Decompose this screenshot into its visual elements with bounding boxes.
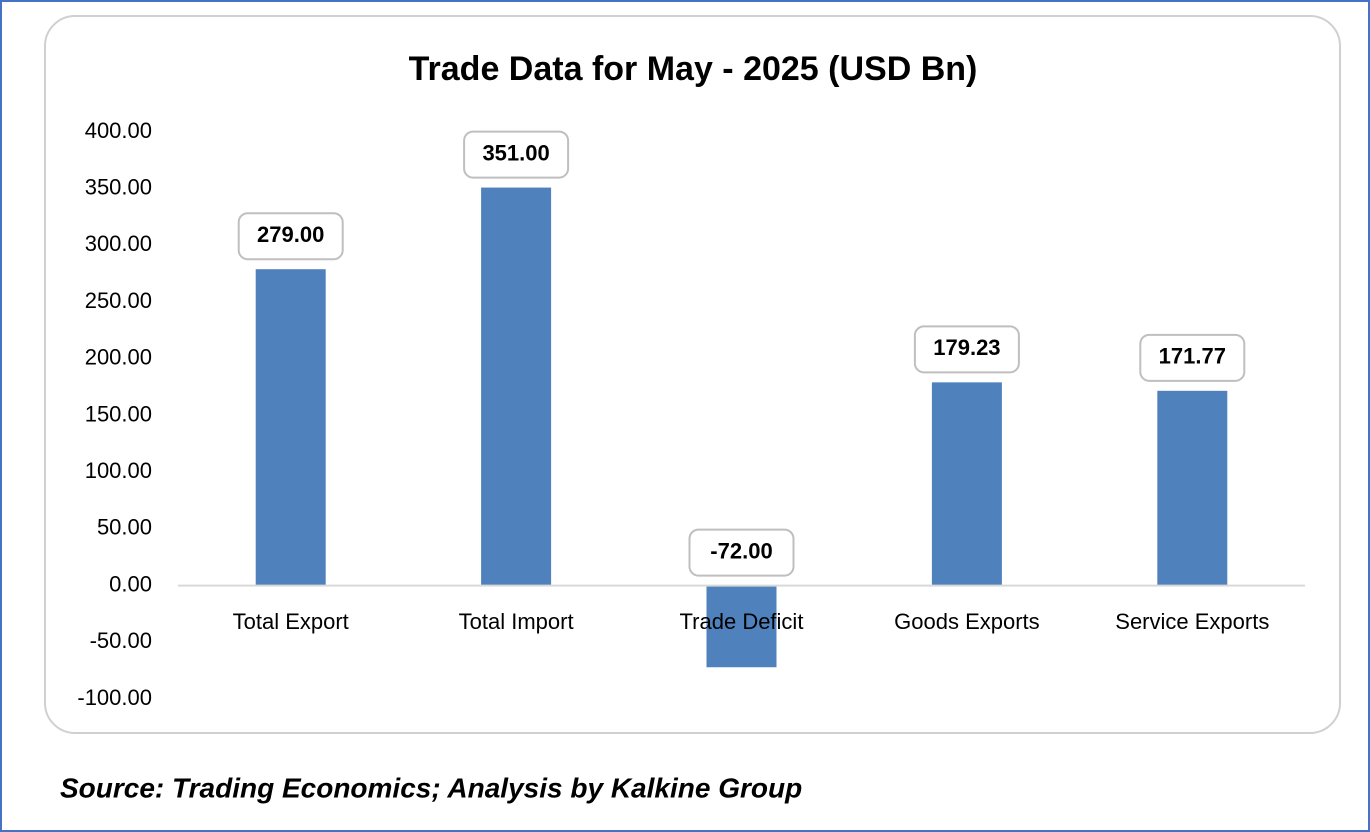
y-tick-label: 350.00 — [85, 175, 152, 200]
value-label: 171.77 — [1159, 344, 1226, 369]
x-tick-label: Trade Deficit — [680, 609, 804, 634]
value-label-box — [237, 212, 344, 261]
x-tick-label: Total Import — [459, 609, 574, 634]
y-tick-label: 250.00 — [85, 288, 152, 313]
value-label: 279.00 — [257, 222, 324, 247]
y-tick-label: 50.00 — [97, 515, 152, 540]
bar — [255, 269, 326, 586]
bar — [931, 382, 1002, 586]
value-label: 351.00 — [482, 140, 549, 165]
x-tick-label: Goods Exports — [894, 609, 1040, 634]
value-label: -72.00 — [710, 538, 772, 563]
chart-title: Trade Data for May - 2025 (USD Bn) — [409, 50, 978, 88]
value-label-box — [688, 528, 795, 577]
bar — [706, 585, 777, 668]
y-tick-label: 100.00 — [85, 458, 152, 483]
y-tick-label: 200.00 — [85, 345, 152, 370]
y-tick-label: -100.00 — [77, 685, 152, 710]
value-label-box — [463, 130, 570, 179]
x-tick-label: Total Export — [233, 609, 349, 634]
y-tick-label: 150.00 — [85, 401, 152, 426]
source-note: Source: Trading Economics; Analysis by K… — [60, 772, 802, 803]
chart-area — [44, 15, 1341, 734]
value-label-box — [1139, 333, 1246, 382]
value-label: 179.23 — [933, 335, 1000, 360]
y-tick-label: 400.00 — [85, 118, 152, 143]
bar — [1157, 390, 1228, 586]
value-label-box — [913, 325, 1020, 374]
x-tick-label: Service Exports — [1115, 609, 1269, 634]
y-tick-label: 0.00 — [109, 571, 152, 596]
y-tick-label: -50.00 — [90, 628, 152, 653]
bar — [481, 187, 552, 586]
y-tick-label: 300.00 — [85, 231, 152, 256]
